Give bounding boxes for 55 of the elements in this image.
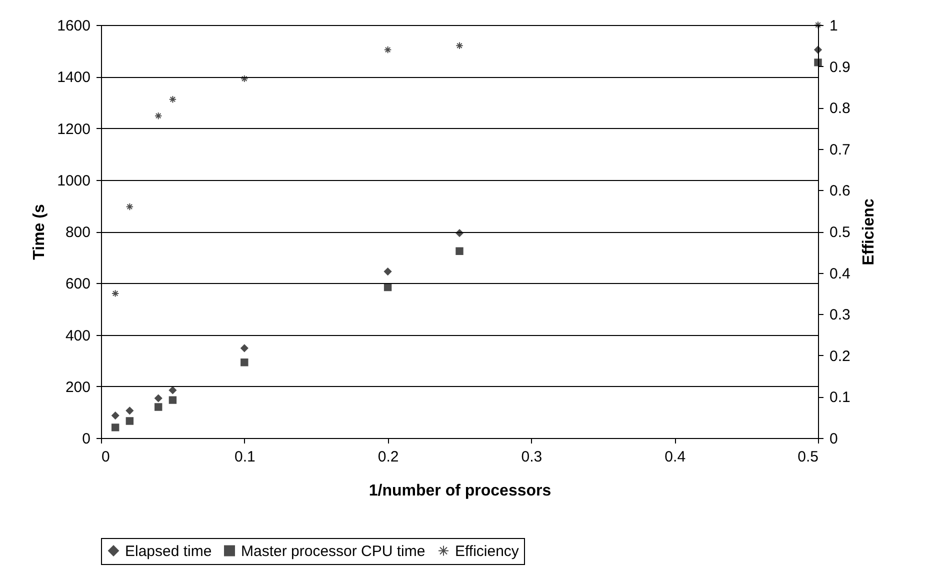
- point: [126, 202, 134, 211]
- point: [456, 247, 464, 255]
- y-tick-label: 0: [82, 430, 90, 448]
- point: [456, 42, 464, 50]
- point: [111, 290, 120, 298]
- y-tick-label: 1200: [57, 120, 90, 138]
- x-tick-label: 0.3: [521, 448, 542, 466]
- point: [240, 358, 248, 366]
- y2-tick-label: 0: [830, 430, 838, 448]
- point: [154, 112, 162, 120]
- y2-tick-label: 0.4: [830, 265, 850, 282]
- y2-tick-label: 1: [830, 18, 838, 34]
- point: [384, 283, 392, 292]
- point: [154, 403, 162, 411]
- point: [240, 74, 248, 83]
- point: [168, 95, 177, 104]
- y-tick-label: 1600: [57, 18, 90, 34]
- point: [168, 386, 177, 394]
- x-tick-label: 0.2: [378, 448, 399, 466]
- y-tick-label: 800: [65, 224, 90, 241]
- point: [456, 229, 464, 237]
- y-tick-label: 1400: [57, 69, 90, 86]
- y-tick-label: 400: [65, 327, 90, 344]
- y-tick-label: 200: [65, 378, 90, 396]
- point: [814, 58, 822, 66]
- y2-tick-label: 0.6: [830, 182, 850, 200]
- y-tick-label: 600: [65, 276, 90, 293]
- point: [814, 46, 822, 54]
- legend-label: Efficiency: [455, 542, 520, 560]
- y2-axis-title: Efficienc: [860, 198, 878, 266]
- y2-tick-label: 0.9: [830, 58, 850, 76]
- y-axis-title: Time (s: [31, 204, 48, 260]
- x-tick-label: 0.4: [664, 448, 686, 466]
- y2-tick-label: 0.2: [830, 348, 850, 365]
- y2-tick-label: 0.3: [830, 306, 850, 324]
- x-axis-title: 1/number of processors: [368, 482, 552, 500]
- point: [111, 412, 120, 420]
- point: [384, 268, 392, 276]
- point: [240, 344, 248, 352]
- y2-tick-label: 0.1: [830, 389, 850, 406]
- point: [168, 396, 177, 404]
- x-tick-label: 0.5: [798, 448, 818, 466]
- y2-tick-label: 0.8: [830, 100, 850, 118]
- x-tick-label: 0.1: [234, 448, 256, 466]
- point: [111, 424, 120, 432]
- legend-label: Master processor CPU time: [241, 542, 426, 560]
- point: [384, 46, 392, 54]
- legend-label: Elapsed time: [125, 542, 212, 560]
- y2-tick-label: 0.5: [830, 224, 850, 241]
- y-tick-label: 1000: [57, 172, 90, 190]
- point: [154, 394, 162, 402]
- y2-tick-label: 0.7: [830, 141, 850, 158]
- x-tick-label: 0: [102, 448, 110, 466]
- point: [126, 406, 134, 414]
- point: [126, 417, 134, 425]
